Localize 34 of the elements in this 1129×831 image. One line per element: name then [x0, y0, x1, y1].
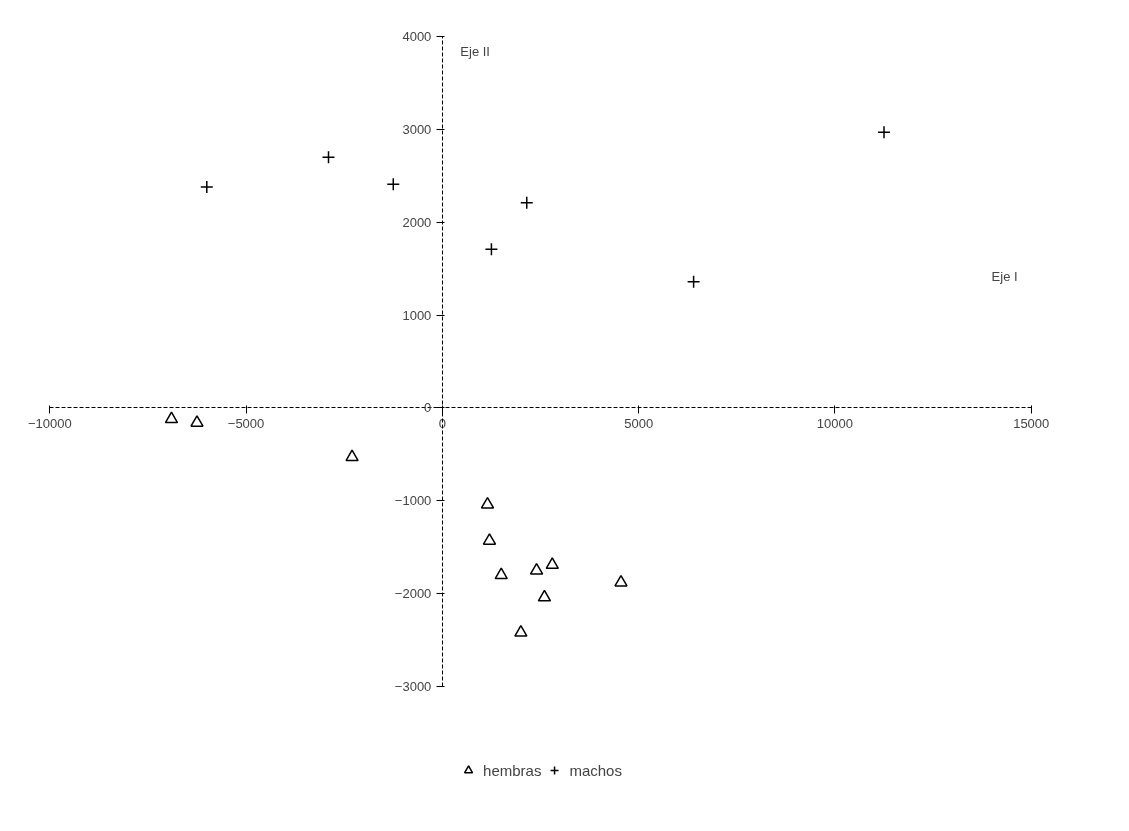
point [164, 411, 179, 424]
y-tick-label: −1000 [394, 493, 432, 509]
annotation: Eje II [460, 43, 490, 59]
point [345, 449, 359, 462]
point [190, 415, 204, 427]
x-tick-label: 5000 [624, 415, 654, 431]
point [520, 195, 534, 210]
point [494, 567, 508, 580]
point [545, 557, 560, 570]
point [200, 180, 214, 194]
point [614, 574, 628, 587]
annotation: Eje I [991, 268, 1018, 284]
point [529, 562, 544, 575]
point [482, 533, 497, 545]
x-tick-label: −10000 [27, 415, 72, 431]
point [484, 242, 499, 256]
y-tick-label: 2000 [402, 214, 432, 230]
point [877, 125, 891, 139]
point [514, 624, 528, 637]
point [386, 177, 401, 191]
point [537, 589, 552, 602]
x-tick-label: −5000 [227, 415, 265, 431]
legend-label: machos [569, 761, 622, 779]
y-tick-label: 1000 [402, 307, 432, 323]
point [686, 274, 701, 289]
y-tick-label: −2000 [394, 586, 432, 602]
x-tick-label: 15000 [1013, 415, 1050, 431]
x-tick-label: 10000 [816, 415, 854, 431]
legend-label: hembras [483, 761, 542, 779]
y-tick-label: 3000 [402, 121, 432, 137]
point [321, 150, 336, 164]
point [480, 496, 495, 509]
y-tick-label: 4000 [402, 29, 432, 44]
y-tick-label: −3000 [394, 679, 432, 694]
